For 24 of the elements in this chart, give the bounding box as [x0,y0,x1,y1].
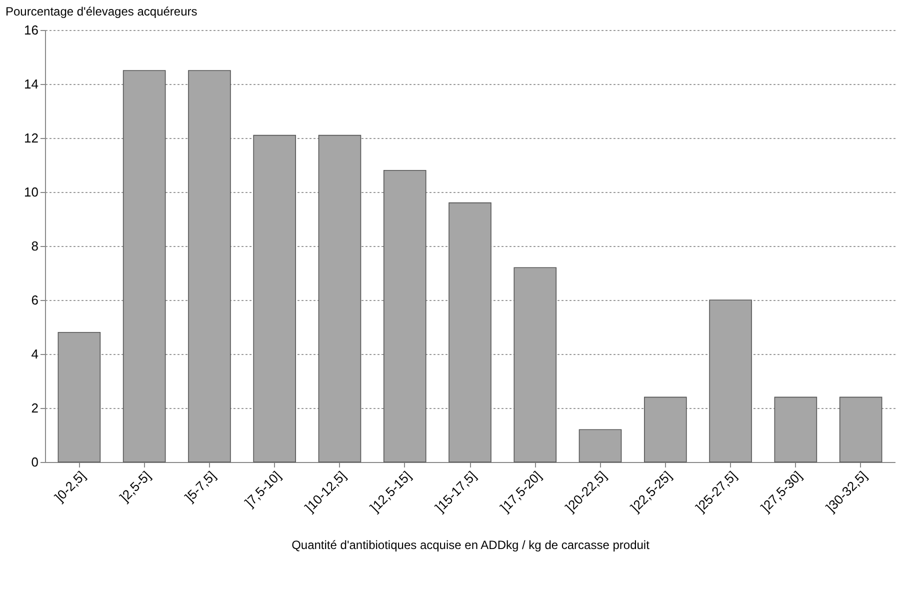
y-tick-label: 10 [24,184,38,200]
bar [122,70,166,462]
bar [318,134,362,462]
y-tick-label: 8 [31,238,38,254]
y-tick-label: 6 [31,292,38,308]
bar [514,267,557,462]
bar [383,170,426,462]
y-tick-label: 14 [24,76,38,92]
y-tick-label: 12 [24,130,38,146]
bar [448,202,492,462]
bar [58,332,101,462]
bar [578,429,622,462]
bar [644,396,687,462]
y-tick-label: 16 [24,22,38,38]
bar [188,70,231,462]
x-axis-title: Quantité d'antibiotiques acquise en ADDkg / kg de carcasse produit [292,538,650,552]
bar [709,300,752,462]
bar [839,396,882,462]
y-tick-label: 2 [31,400,38,416]
bar [774,396,818,462]
y-tick-label: 0 [31,454,38,470]
bar [253,134,296,462]
y-tick-label: 4 [31,346,38,362]
y-axis-title: Pourcentage d'élevages acquéreurs [6,4,198,18]
